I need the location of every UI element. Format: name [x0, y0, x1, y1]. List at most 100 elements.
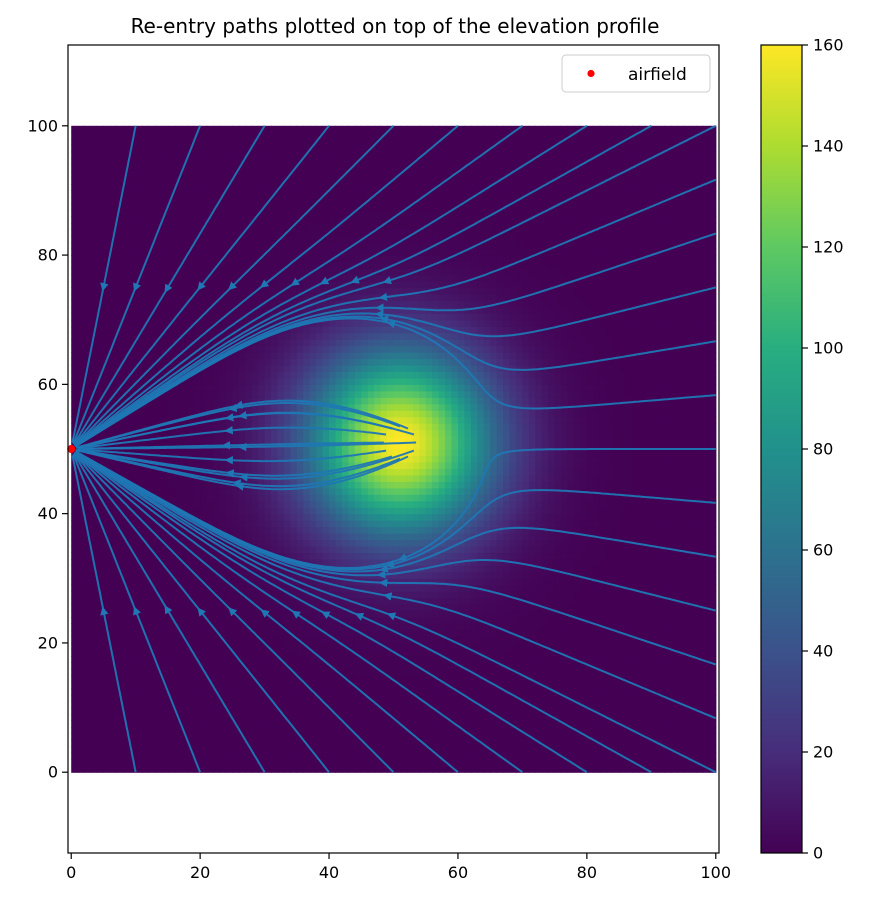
heatmap-cell: [97, 746, 105, 754]
heatmap-cell: [296, 125, 304, 133]
heatmap-cell: [213, 287, 221, 295]
heatmap-cell: [296, 403, 304, 411]
heatmap-cell: [103, 397, 111, 405]
heatmap-cell: [335, 145, 343, 153]
heatmap-cell: [142, 371, 150, 379]
heatmap-cell: [135, 313, 143, 321]
heatmap-cell: [129, 655, 137, 663]
heatmap-cell: [213, 280, 221, 288]
heatmap-cell: [71, 306, 79, 314]
heatmap-cell: [271, 623, 279, 631]
heatmap-cell: [155, 339, 163, 347]
heatmap-cell: [109, 707, 117, 715]
heatmap-cell: [155, 701, 163, 709]
heatmap-cell: [161, 229, 169, 237]
heatmap-cell: [271, 746, 279, 754]
heatmap-cell: [122, 229, 130, 237]
heatmap-cell: [109, 151, 117, 159]
heatmap-cell: [103, 604, 111, 612]
heatmap-cell: [180, 662, 188, 670]
heatmap-cell: [296, 455, 304, 463]
heatmap-cell: [103, 390, 111, 398]
heatmap-cell: [161, 203, 169, 211]
heatmap-cell: [303, 358, 311, 366]
heatmap-cell: [290, 520, 298, 528]
heatmap-cell: [341, 591, 349, 599]
heatmap-cell: [283, 352, 291, 360]
heatmap-cell: [200, 293, 208, 301]
heatmap-cell: [213, 481, 221, 489]
heatmap-cell: [129, 287, 137, 295]
heatmap-cell: [180, 500, 188, 508]
heatmap-cell: [296, 384, 304, 392]
heatmap-cell: [97, 649, 105, 657]
heatmap-cell: [193, 545, 201, 554]
heatmap-cell: [219, 526, 227, 534]
heatmap-cell: [103, 720, 111, 728]
heatmap-cell: [380, 326, 388, 334]
heatmap-cell: [232, 597, 240, 605]
heatmap-cell: [290, 617, 298, 625]
heatmap-cell: [142, 474, 150, 482]
heatmap-cell: [97, 248, 105, 256]
heatmap-cell: [142, 655, 150, 663]
heatmap-cell: [187, 138, 195, 146]
heatmap-cell: [238, 132, 246, 140]
heatmap-cell: [251, 345, 259, 353]
heatmap-cell: [200, 397, 208, 405]
heatmap-cell: [161, 423, 169, 431]
heatmap-cell: [77, 688, 85, 696]
heatmap-cell: [122, 629, 130, 638]
heatmap-cell: [129, 746, 137, 754]
heatmap-cell: [251, 352, 259, 360]
heatmap-cell: [387, 642, 395, 650]
heatmap-cell: [245, 171, 253, 179]
heatmap-cell: [109, 216, 117, 224]
heatmap-cell: [180, 248, 188, 256]
heatmap-cell: [200, 416, 208, 424]
heatmap-cell: [367, 332, 375, 340]
heatmap-cell: [329, 319, 337, 327]
heatmap-cell: [200, 403, 208, 411]
heatmap-cell: [97, 701, 105, 709]
heatmap-cell: [309, 138, 317, 146]
heatmap-cell: [380, 629, 388, 638]
heatmap-cell: [213, 216, 221, 224]
heatmap-cell: [206, 403, 214, 411]
heatmap-cell: [174, 733, 182, 741]
heatmap-cell: [142, 377, 150, 385]
heatmap-cell: [103, 494, 111, 502]
heatmap-cell: [97, 216, 105, 224]
heatmap-cell: [174, 597, 182, 605]
heatmap-cell: [271, 629, 279, 638]
heatmap-cell: [354, 171, 362, 179]
heatmap-cell: [71, 138, 79, 146]
heatmap-cell: [264, 449, 272, 457]
heatmap-cell: [187, 280, 195, 288]
heatmap-cell: [116, 358, 124, 366]
heatmap-cell: [335, 545, 343, 554]
heatmap-cell: [200, 604, 208, 612]
heatmap-cell: [309, 416, 317, 424]
heatmap-cell: [142, 171, 150, 179]
heatmap-cell: [77, 268, 85, 276]
heatmap-cell: [84, 507, 92, 515]
heatmap-cell: [71, 681, 79, 689]
heatmap-cell: [316, 390, 324, 398]
heatmap-cell: [329, 132, 337, 140]
heatmap-cell: [206, 720, 214, 728]
heatmap-cell: [232, 668, 240, 676]
heatmap-cell: [187, 300, 195, 308]
heatmap-cell: [354, 520, 362, 528]
heatmap-cell: [84, 642, 92, 650]
heatmap-cell: [296, 203, 304, 211]
heatmap-cell: [290, 604, 298, 612]
heatmap-cell: [116, 300, 124, 308]
heatmap-cell: [148, 190, 156, 198]
heatmap-cell: [380, 190, 388, 198]
heatmap-cell: [225, 675, 233, 683]
heatmap-cell: [122, 138, 130, 146]
heatmap-cell: [77, 552, 85, 560]
heatmap-cell: [271, 229, 279, 237]
heatmap-cell: [206, 235, 214, 243]
